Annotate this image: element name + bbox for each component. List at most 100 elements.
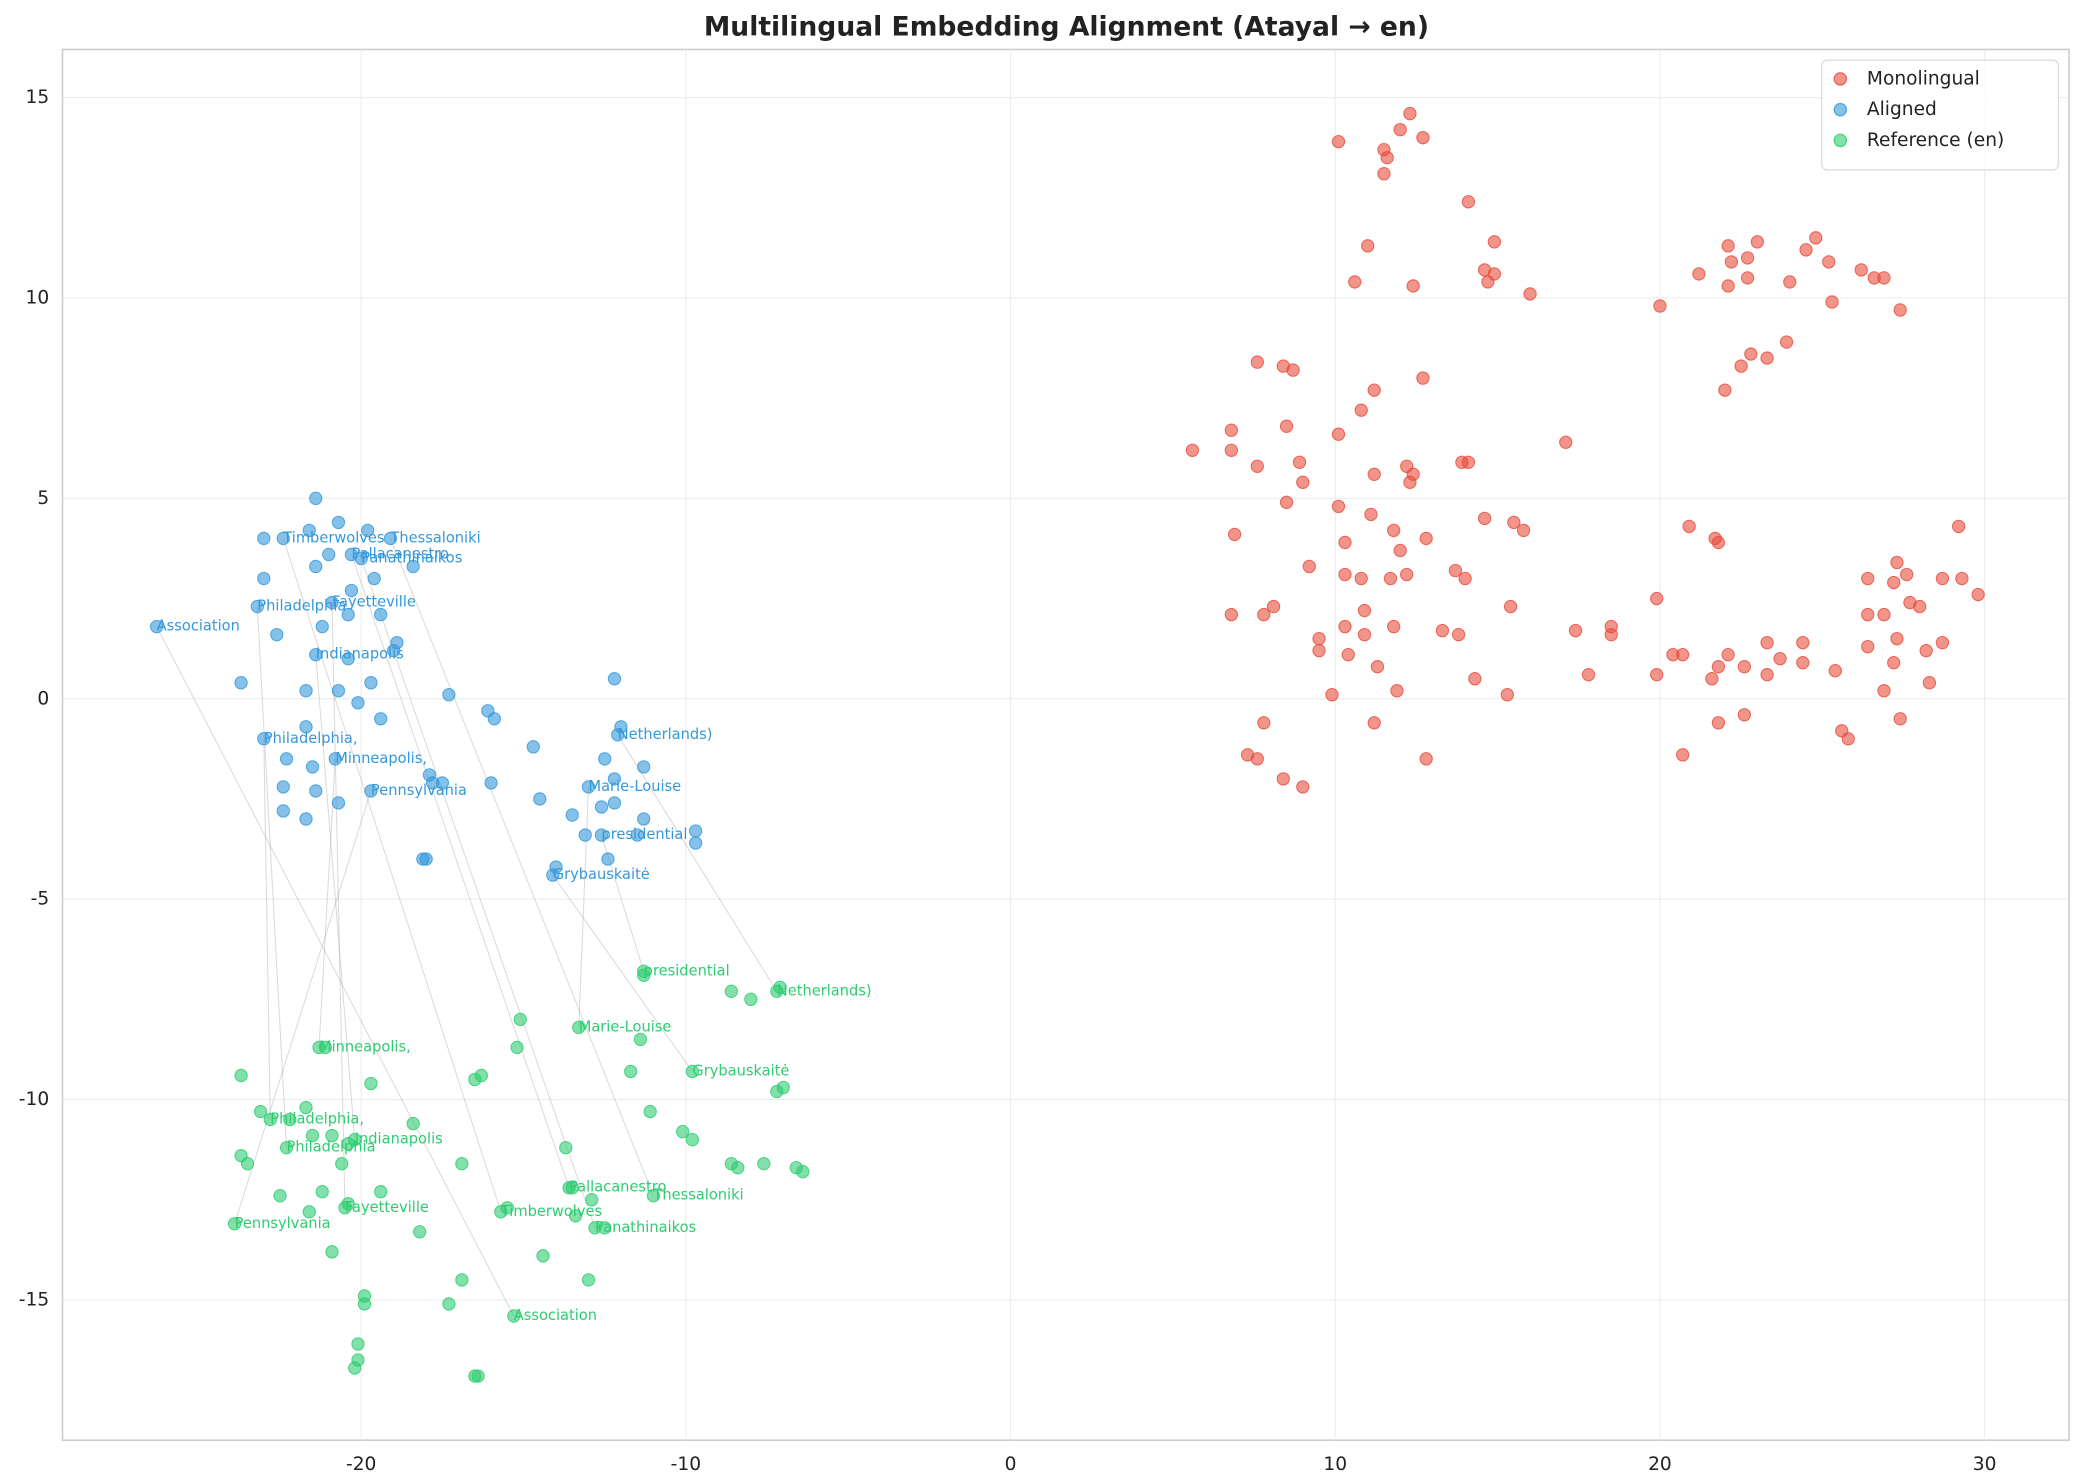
aligned-label: Pallacanestro — [351, 545, 448, 562]
point — [1367, 716, 1381, 730]
point — [1227, 527, 1242, 542]
legend-label: Reference (en) — [1867, 130, 2004, 151]
aligned-label: Thessaloniki — [389, 529, 480, 546]
point — [1367, 383, 1381, 397]
x-tick-label: 0 — [1005, 1454, 1017, 1475]
point — [325, 595, 339, 610]
point — [331, 796, 346, 810]
point — [276, 531, 290, 546]
point — [1760, 351, 1774, 365]
point — [442, 688, 456, 702]
point — [413, 1225, 427, 1239]
reference-label: Panathinaikos — [595, 1219, 696, 1236]
point — [383, 531, 398, 546]
y-tick-label: 0 — [37, 688, 49, 709]
point — [594, 828, 609, 842]
x-tick-label: 30 — [1973, 1454, 1997, 1475]
point — [328, 752, 342, 766]
legend: Monolingual Aligned Reference (en) — [1821, 59, 2060, 171]
point — [1400, 567, 1414, 582]
point — [611, 728, 625, 742]
point — [1711, 716, 1726, 730]
point — [1393, 122, 1407, 137]
point — [364, 1076, 378, 1091]
point — [1796, 655, 1810, 670]
point — [601, 852, 615, 866]
point — [1559, 435, 1573, 449]
point — [1568, 623, 1583, 638]
aligned-label: Fayetteville — [332, 594, 416, 611]
point — [646, 1189, 661, 1203]
point — [731, 1160, 745, 1175]
reference-label: Thessaloniki — [652, 1187, 743, 1204]
point — [1279, 495, 1294, 510]
point — [322, 547, 336, 562]
y-tick-label: -5 — [31, 889, 50, 910]
point — [1370, 660, 1385, 674]
alignment-link — [350, 554, 570, 1188]
point — [1331, 134, 1346, 149]
point — [1971, 587, 1985, 602]
point — [1825, 295, 1839, 309]
x-tick-label: 20 — [1648, 1454, 1672, 1475]
point — [1461, 455, 1476, 469]
point — [367, 571, 381, 586]
point — [361, 523, 375, 538]
point — [1507, 515, 1521, 530]
point — [1292, 455, 1307, 469]
point — [374, 607, 388, 622]
point — [1257, 607, 1271, 622]
legend-marker — [1833, 102, 1848, 117]
reference-label: Minneapolis, — [319, 1038, 411, 1055]
point — [526, 740, 540, 754]
point — [594, 800, 609, 814]
alignment-link — [256, 606, 288, 1148]
point — [1403, 475, 1417, 490]
reference-label: Timberwolves — [500, 1203, 602, 1220]
point — [442, 1297, 456, 1311]
point — [348, 1361, 362, 1375]
point — [624, 1064, 638, 1079]
point — [341, 1136, 355, 1151]
aligned-label: Grybauskaitė — [553, 866, 650, 883]
point — [455, 1273, 469, 1287]
x-tick-label: 10 — [1323, 1454, 1347, 1475]
point — [1481, 275, 1495, 289]
point — [273, 1189, 287, 1203]
point — [406, 559, 420, 574]
point — [276, 780, 290, 794]
point — [1682, 519, 1696, 534]
alignment-link — [617, 734, 778, 992]
point — [546, 868, 560, 882]
point — [1861, 607, 1875, 622]
y-tick-label: 10 — [26, 287, 50, 308]
point — [1952, 519, 1966, 534]
point — [1721, 239, 1735, 253]
point — [1503, 599, 1518, 614]
point — [468, 1072, 482, 1087]
point — [585, 1193, 599, 1207]
point — [1296, 475, 1310, 490]
point — [1718, 383, 1732, 397]
aligned-label: Pennsylvania — [371, 782, 467, 799]
aligned-label: presidential — [601, 826, 687, 843]
point — [1721, 279, 1735, 293]
point — [484, 776, 498, 790]
point — [510, 1040, 524, 1055]
point — [637, 760, 651, 774]
alignment-link — [156, 626, 515, 1317]
point — [507, 1309, 521, 1323]
point — [1448, 563, 1463, 578]
aligned-label: Marie-Louise — [588, 778, 681, 795]
point — [1435, 623, 1450, 638]
point — [150, 619, 164, 634]
point — [1357, 603, 1372, 618]
point — [1877, 271, 1891, 285]
point — [435, 776, 450, 790]
point — [374, 712, 388, 726]
aligned-label: Philadelphia, — [264, 730, 358, 747]
point — [1828, 664, 1842, 678]
point — [1919, 643, 1933, 658]
point — [387, 643, 401, 658]
